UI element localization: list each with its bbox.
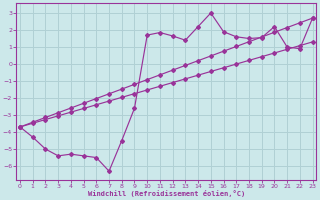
- X-axis label: Windchill (Refroidissement éolien,°C): Windchill (Refroidissement éolien,°C): [88, 190, 245, 197]
